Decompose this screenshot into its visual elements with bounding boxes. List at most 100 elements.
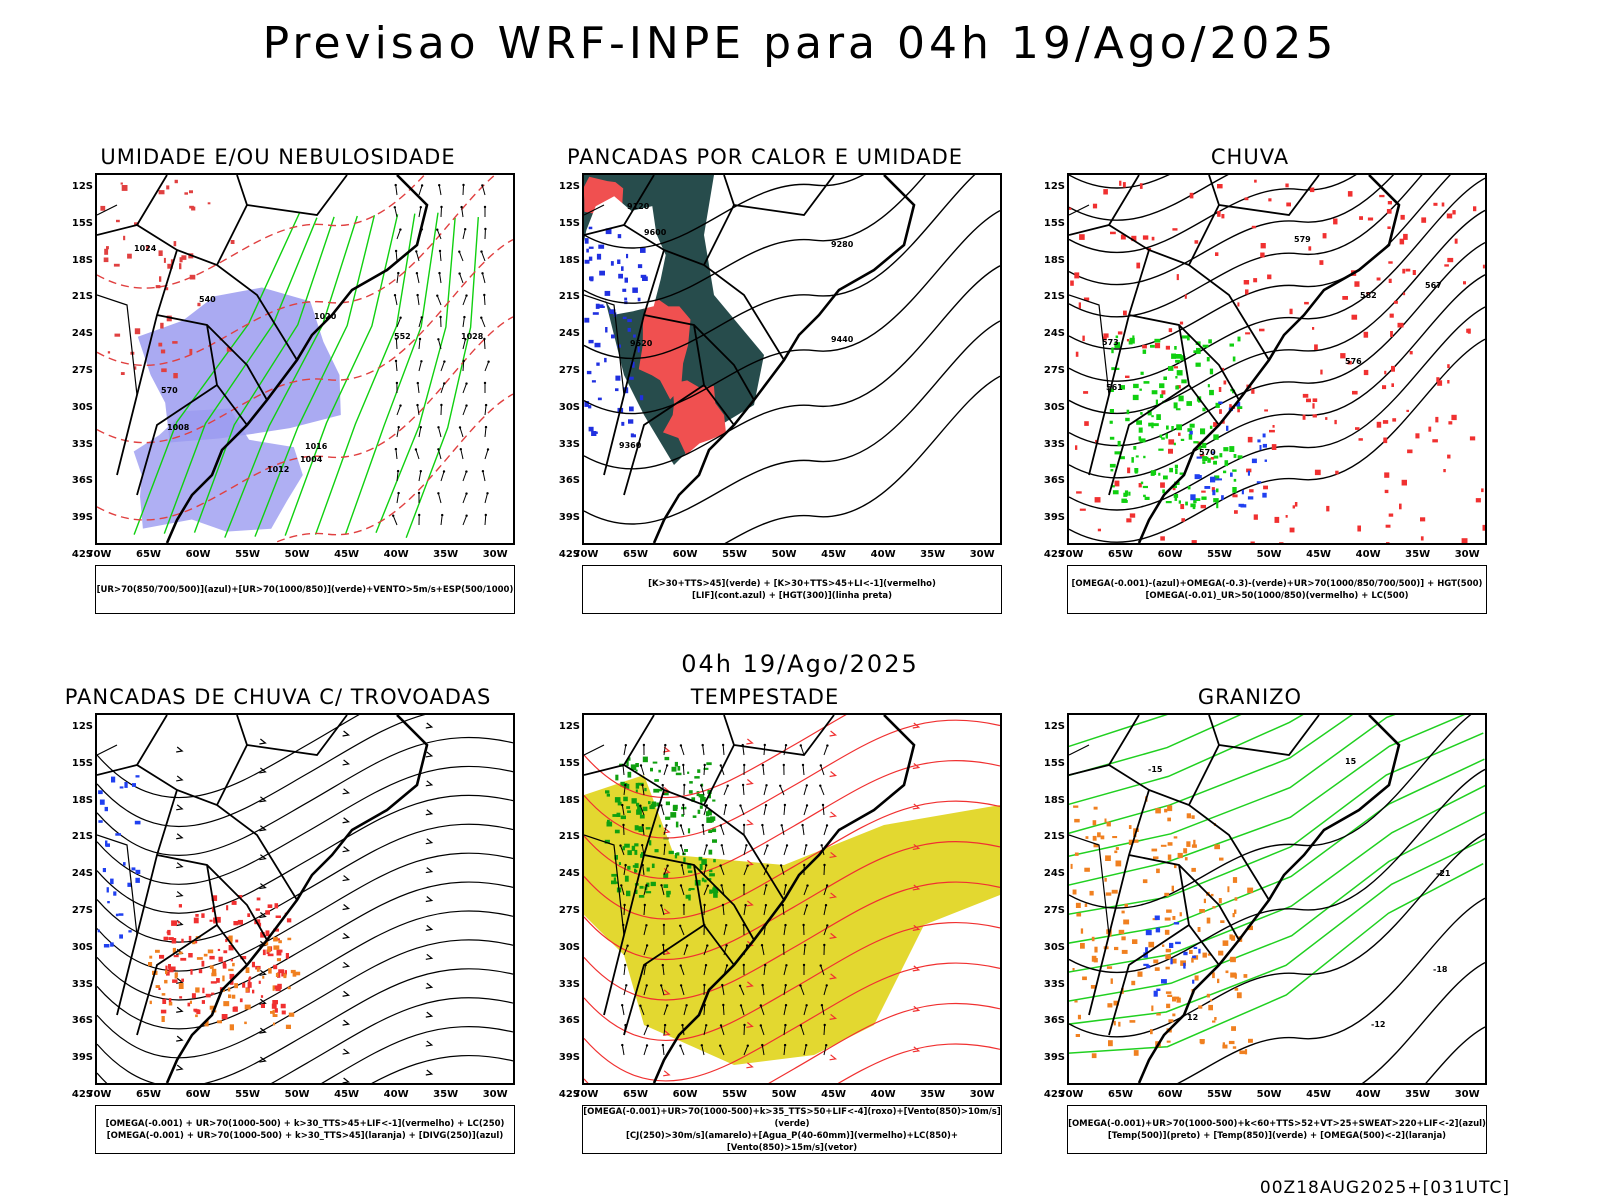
- legend-line: [OMEGA(-0.001)+UR>70(1000-500)+k<60+TTS>…: [1068, 1118, 1486, 1129]
- lon-tick-label: 30W: [1454, 1089, 1480, 1100]
- contour-value-label: 9600: [644, 228, 667, 237]
- lat-tick-label: 39S: [71, 512, 93, 524]
- lat-tick-label: 36S: [71, 475, 93, 487]
- lon-tick-label: 40W: [1355, 1089, 1381, 1100]
- humidity-lowlevel-contour: [345, 212, 439, 534]
- contour-value-label: 579: [1294, 235, 1311, 244]
- map-plot-area: [582, 713, 1002, 1085]
- humidity-lowlevel-contour: [133, 212, 301, 535]
- lat-tick-label: 30S: [1043, 401, 1065, 413]
- contour-value-label: 1028: [461, 332, 484, 341]
- legend-line: [LIF](cont.azul) + [HGT(300)](linha pret…: [691, 590, 893, 601]
- lon-tick-label: 40W: [870, 1089, 896, 1100]
- jet-stream-area-yellow: [584, 775, 1000, 1065]
- lat-tick-label: 27S: [1043, 365, 1065, 376]
- wind-vectors: [392, 183, 490, 526]
- temperature-850-contour: [1069, 838, 1485, 1025]
- lat-tick-label: 12S: [558, 181, 580, 192]
- temperature-850-contour: [1069, 715, 1304, 806]
- lon-tick-label: 55W: [235, 1089, 261, 1100]
- lon-tick-label: 50W: [1256, 549, 1282, 560]
- contour-value-label: 570: [1199, 448, 1216, 457]
- lat-tick-label: 21S: [1043, 291, 1065, 303]
- lon-tick-label: 35W: [920, 1089, 946, 1100]
- lon-tick-label: 65W: [623, 549, 648, 560]
- lat-tick-label: 24S: [71, 328, 93, 340]
- contour-value-label: 1012: [267, 465, 289, 474]
- lon-tick-label: 55W: [722, 1089, 748, 1100]
- temperature-850-contour: [1069, 732, 1484, 915]
- rain-omega-red: [1069, 179, 1485, 543]
- contour-value-label: -18: [1433, 965, 1448, 974]
- lon-tick-label: 55W: [722, 549, 748, 560]
- contour-value-label: 1020: [314, 312, 337, 321]
- lat-tick-label: 12S: [1043, 721, 1065, 732]
- lat-tick-label: 15S: [558, 217, 580, 229]
- coastline-borders: [584, 175, 916, 543]
- lon-tick-label: 60W: [672, 549, 698, 560]
- temperature-850-contour: [1069, 715, 1396, 857]
- contour-value-label: 570: [161, 386, 178, 395]
- lat-tick-label: 33S: [71, 438, 93, 450]
- temperature-850-contour: [1069, 758, 1485, 944]
- lon-tick-label: 30W: [1454, 549, 1480, 560]
- lat-tick-label: 36S: [1043, 475, 1065, 487]
- contour-value-label: 9280: [831, 240, 854, 249]
- lon-tick-label: 45W: [1306, 549, 1332, 560]
- lon-tick-label: 60W: [1157, 549, 1183, 560]
- contour-value-label: 573: [1102, 338, 1119, 347]
- temperature-500-contour: [1069, 715, 1485, 1083]
- panel-legend: [OMEGA(-0.001)-(azul)+OMEGA(-0.3)-(verde…: [1067, 565, 1487, 614]
- contour-value-label: 12: [1187, 1013, 1198, 1022]
- humidity-lowlevel-contour: [224, 215, 358, 538]
- valid-time-label: 04h 19/Ago/2025: [681, 650, 919, 678]
- lon-tick-label: 45W: [821, 1089, 847, 1100]
- temperature-850-contour: [1069, 715, 1242, 777]
- coastline-borders: [97, 175, 429, 543]
- streamlines-850hpa: [584, 715, 1000, 1083]
- page-title: Previsao WRF-INPE para 04h 19/Ago/2025: [262, 18, 1338, 69]
- panel-title: CHUVA: [1210, 145, 1290, 169]
- temperature-850-contour: [1069, 715, 1168, 748]
- lon-tick-label: 70W: [1058, 1089, 1084, 1100]
- lat-tick-label: 24S: [71, 868, 93, 880]
- contour-value-label: 540: [199, 295, 216, 304]
- lat-tick-label: 30S: [558, 941, 580, 953]
- lat-tick-label: 27S: [1043, 905, 1065, 916]
- lat-tick-label: 18S: [71, 254, 93, 266]
- thunderstorm-area-red: [158, 895, 292, 1020]
- lon-tick-label: 70W: [86, 549, 112, 560]
- contour-value-label: 552: [394, 332, 411, 341]
- lat-tick-label: 33S: [1043, 438, 1065, 450]
- lat-tick-label: 15S: [558, 757, 580, 769]
- contour-value-label: -21: [1436, 869, 1451, 878]
- panel-title: PANCADAS DE CHUVA C/ TROVOADAS: [64, 685, 492, 709]
- contour-value-label: 1024: [134, 244, 157, 253]
- forecast-panel: GRANIZO 12S 15S 18S 21S 24S 27S 30S 33S 36S 39S 42S…: [1030, 685, 1487, 1165]
- hail-area-blue: [1143, 915, 1201, 997]
- lat-tick-label: 24S: [558, 868, 580, 880]
- temperature-850-contour: [1069, 811, 1485, 1002]
- lat-tick-label: 27S: [71, 905, 93, 916]
- lat-tick-label: 36S: [558, 475, 580, 487]
- lon-tick-label: 65W: [1108, 549, 1133, 560]
- lat-tick-label: 18S: [71, 794, 93, 806]
- humidity-lowlevel-contour: [314, 213, 416, 535]
- lon-tick-label: 65W: [1108, 1089, 1133, 1100]
- legend-line: [CJ(250)>30m/s](amarelo)+[Agua_P(40-60mm…: [625, 1130, 959, 1153]
- lat-tick-label: 36S: [558, 1015, 580, 1027]
- lat-tick-label: 24S: [1043, 328, 1065, 340]
- legend-line: [Temp(500)](preto) + [Temp(850)](verde) …: [1107, 1130, 1447, 1141]
- legend-line: [UR>70(850/700/500)](azul)+[UR>70(1000/8…: [96, 584, 514, 595]
- lat-tick-label: 30S: [1043, 941, 1065, 953]
- lon-tick-label: 35W: [920, 549, 946, 560]
- lat-tick-label: 21S: [71, 291, 93, 303]
- lat-tick-label: 27S: [558, 365, 580, 376]
- thickness-contour-dashed: [97, 175, 513, 543]
- contour-value-label: 15: [1345, 757, 1357, 766]
- lon-tick-label: 30W: [482, 1089, 508, 1100]
- lat-tick-label: 33S: [71, 978, 93, 990]
- lon-tick-label: 50W: [771, 1089, 797, 1100]
- lon-tick-label: 50W: [284, 549, 310, 560]
- lat-tick-label: 42S: [1043, 549, 1065, 560]
